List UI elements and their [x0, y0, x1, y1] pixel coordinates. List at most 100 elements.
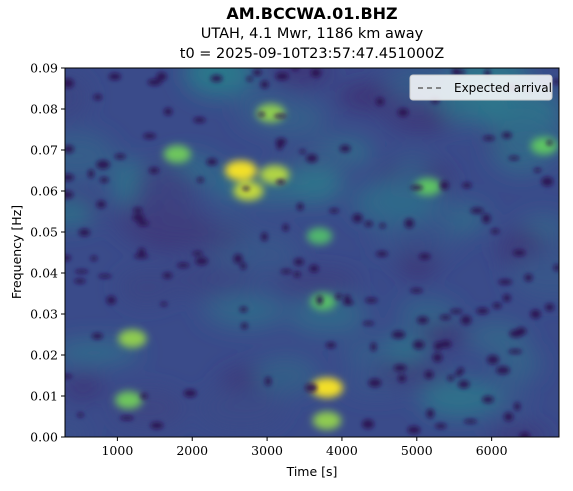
y-axis-label: Frequency [Hz] [9, 205, 24, 299]
heatmap-null [452, 68, 460, 76]
x-axis-label: Time [s] [286, 464, 338, 479]
heatmap-texture [232, 232, 300, 276]
heatmap-null [98, 274, 112, 279]
heatmap-null [418, 253, 431, 260]
heatmap-null [260, 80, 269, 89]
heatmap-null [458, 380, 470, 389]
heatmap-null [482, 395, 494, 404]
heatmap-null [74, 278, 86, 284]
heatmap-texture [65, 339, 141, 365]
heatmap-null [492, 302, 502, 309]
heatmap-null [304, 383, 318, 393]
chart-title: AM.BCCWA.01.BHZ [226, 4, 398, 23]
legend: Expected arrival [409, 74, 553, 101]
heatmap-null [519, 432, 531, 437]
heatmap-null [424, 370, 434, 380]
heatmap-hotspot [310, 377, 343, 398]
heatmap-null [544, 303, 555, 312]
heatmap-null [498, 279, 513, 285]
heatmap-null [163, 107, 173, 116]
heatmap-null [524, 273, 533, 282]
heatmap-hotspot [312, 411, 342, 430]
heatmap-null [93, 94, 103, 101]
heatmap-null [306, 154, 318, 163]
heatmap-null [77, 412, 84, 418]
heatmap-null [150, 421, 164, 430]
x-tick-label: 2000 [176, 443, 208, 458]
heatmap-texture [375, 362, 447, 383]
chart-subtitle-origin-time: t0 = 2025-09-10T23:57:47.451000Z [179, 46, 445, 62]
heatmap-area [65, 68, 559, 437]
y-tick-label: 0.04 [30, 266, 58, 281]
heatmap-null [96, 200, 106, 209]
heatmap-null [108, 72, 121, 81]
y-tick-label: 0.00 [30, 430, 58, 445]
y-tick-label: 0.09 [30, 61, 58, 76]
heatmap-null [470, 207, 484, 214]
heatmap-null [439, 314, 451, 320]
heatmap-null [258, 112, 266, 117]
heatmap-texture [350, 179, 437, 228]
heatmap-null [282, 223, 289, 232]
x-tick-label: 4000 [326, 443, 358, 458]
heatmap-null [490, 228, 500, 234]
heatmap-null [293, 271, 301, 278]
heatmap-null [239, 306, 248, 313]
heatmap-null [78, 228, 91, 237]
x-tick-label: 3000 [251, 443, 283, 458]
heatmap-null [508, 349, 522, 354]
heatmap-texture [199, 386, 285, 430]
heatmap-null [397, 108, 409, 117]
heatmap-texture [508, 249, 559, 301]
heatmap-null [280, 269, 292, 274]
heatmap-null [291, 68, 299, 71]
heatmap-texture [342, 340, 393, 368]
heatmap-null [450, 309, 463, 314]
heatmap-null [325, 341, 336, 349]
heatmap-texture [289, 296, 368, 335]
heatmap-null [439, 340, 452, 348]
heatmap-null [65, 173, 74, 182]
heatmap-null [74, 269, 89, 274]
plot-frame [64, 67, 560, 438]
heatmap-null [483, 135, 495, 141]
heatmap-null [65, 145, 74, 154]
heatmap-null [192, 251, 203, 256]
heatmap-null [252, 69, 262, 76]
heatmap-null [546, 140, 553, 146]
heatmap-null [65, 254, 72, 262]
heatmap-null [364, 220, 373, 227]
heatmap-texture [419, 378, 500, 419]
heatmap-null [183, 389, 197, 398]
heatmap-null [193, 117, 206, 123]
heatmap-null [508, 156, 520, 161]
heatmap-null [114, 153, 126, 160]
heatmap-null [407, 425, 421, 435]
y-tick-label: 0.08 [30, 102, 58, 117]
heatmap-hotspot [310, 293, 337, 311]
heatmap-null [65, 78, 74, 89]
heatmap-null [512, 249, 526, 257]
heatmap-texture [118, 270, 175, 305]
heatmap-null [447, 375, 455, 382]
heatmap-null [343, 294, 351, 301]
y-tick-label: 0.03 [30, 307, 58, 322]
heatmap-null [404, 218, 415, 229]
heatmap-null [432, 352, 443, 363]
heatmap-null [335, 293, 342, 300]
heatmap-texture [490, 426, 550, 437]
heatmap-null [137, 248, 146, 256]
x-axis-ticks: 1000 2000 3000 4000 5000 6000 [101, 437, 508, 458]
heatmap-null [496, 366, 510, 375]
y-axis-ticks: 0.00 0.01 0.02 0.03 0.04 0.05 0.06 0.07 0.08 0.09 [30, 61, 65, 445]
heatmap-null [553, 264, 559, 272]
heatmap-null [196, 177, 204, 183]
heatmap-null [299, 149, 306, 154]
heatmap-null [457, 367, 465, 375]
heatmap-null [65, 374, 73, 379]
heatmap-null [316, 295, 324, 305]
heatmap-null [481, 213, 491, 224]
heatmap-null [106, 295, 117, 305]
heatmap-null [533, 168, 542, 173]
heatmap-null [276, 179, 286, 185]
